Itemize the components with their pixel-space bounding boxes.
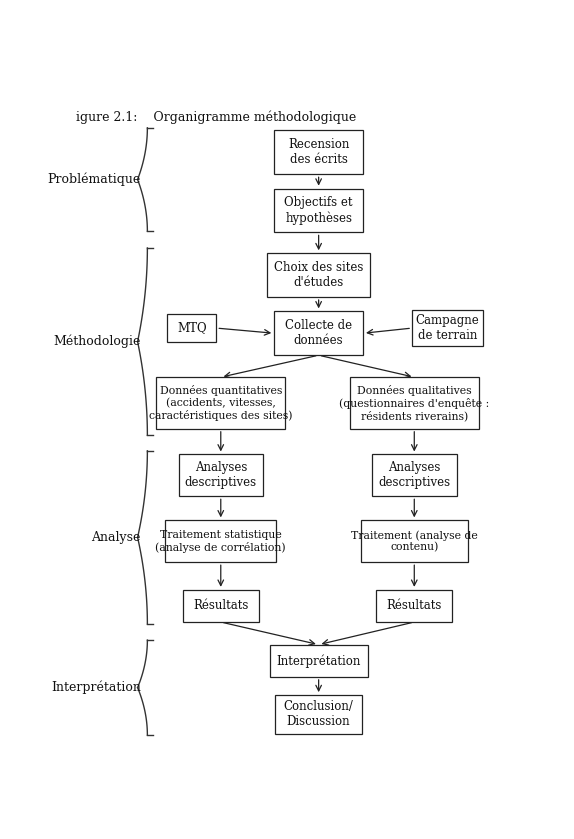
FancyBboxPatch shape	[274, 189, 363, 232]
Text: Recension
des écrits: Recension des écrits	[288, 138, 350, 166]
Text: Résultats: Résultats	[387, 599, 442, 612]
Text: Analyses
descriptives: Analyses descriptives	[378, 461, 451, 489]
Text: Traitement (analyse de
contenu): Traitement (analyse de contenu)	[351, 530, 478, 553]
FancyBboxPatch shape	[183, 590, 258, 622]
FancyBboxPatch shape	[361, 520, 468, 562]
FancyBboxPatch shape	[156, 378, 285, 429]
Text: Conclusion/
Discussion: Conclusion/ Discussion	[284, 701, 354, 728]
FancyBboxPatch shape	[179, 455, 263, 497]
Text: Interprétation: Interprétation	[51, 680, 141, 695]
Text: Résultats: Résultats	[193, 599, 249, 612]
Text: igure 2.1:    Organigramme méthodologique: igure 2.1: Organigramme méthodologique	[76, 111, 356, 124]
FancyBboxPatch shape	[377, 590, 452, 622]
FancyBboxPatch shape	[274, 311, 363, 355]
FancyBboxPatch shape	[267, 253, 370, 297]
FancyBboxPatch shape	[372, 455, 456, 497]
Text: Interprétation: Interprétation	[277, 654, 361, 668]
Text: Analyses
descriptives: Analyses descriptives	[185, 461, 257, 489]
Text: Campagne
de terrain: Campagne de terrain	[416, 314, 479, 342]
FancyBboxPatch shape	[274, 130, 363, 175]
Text: Objectifs et
hypothèses: Objectifs et hypothèses	[284, 196, 353, 225]
FancyBboxPatch shape	[270, 644, 367, 677]
FancyBboxPatch shape	[165, 520, 277, 562]
Text: Traitement statistique
(analyse de corrélation): Traitement statistique (analyse de corré…	[156, 530, 286, 553]
Text: Méthodologie: Méthodologie	[53, 335, 141, 348]
FancyBboxPatch shape	[168, 314, 216, 342]
Text: Analyse: Analyse	[91, 531, 141, 544]
Text: Données quantitatives
(accidents, vitesses,
caractéristiques des sites): Données quantitatives (accidents, vitess…	[149, 385, 293, 421]
Text: Problématique: Problématique	[48, 173, 141, 186]
Text: Données qualitatives
(questionnaires d'enquête :
résidents riverains): Données qualitatives (questionnaires d'e…	[339, 385, 490, 421]
FancyBboxPatch shape	[412, 310, 483, 346]
FancyBboxPatch shape	[350, 378, 479, 429]
FancyBboxPatch shape	[276, 695, 362, 734]
Text: Choix des sites
d'études: Choix des sites d'études	[274, 261, 363, 289]
Text: MTQ: MTQ	[177, 321, 207, 335]
Text: Collecte de
données: Collecte de données	[285, 320, 352, 347]
